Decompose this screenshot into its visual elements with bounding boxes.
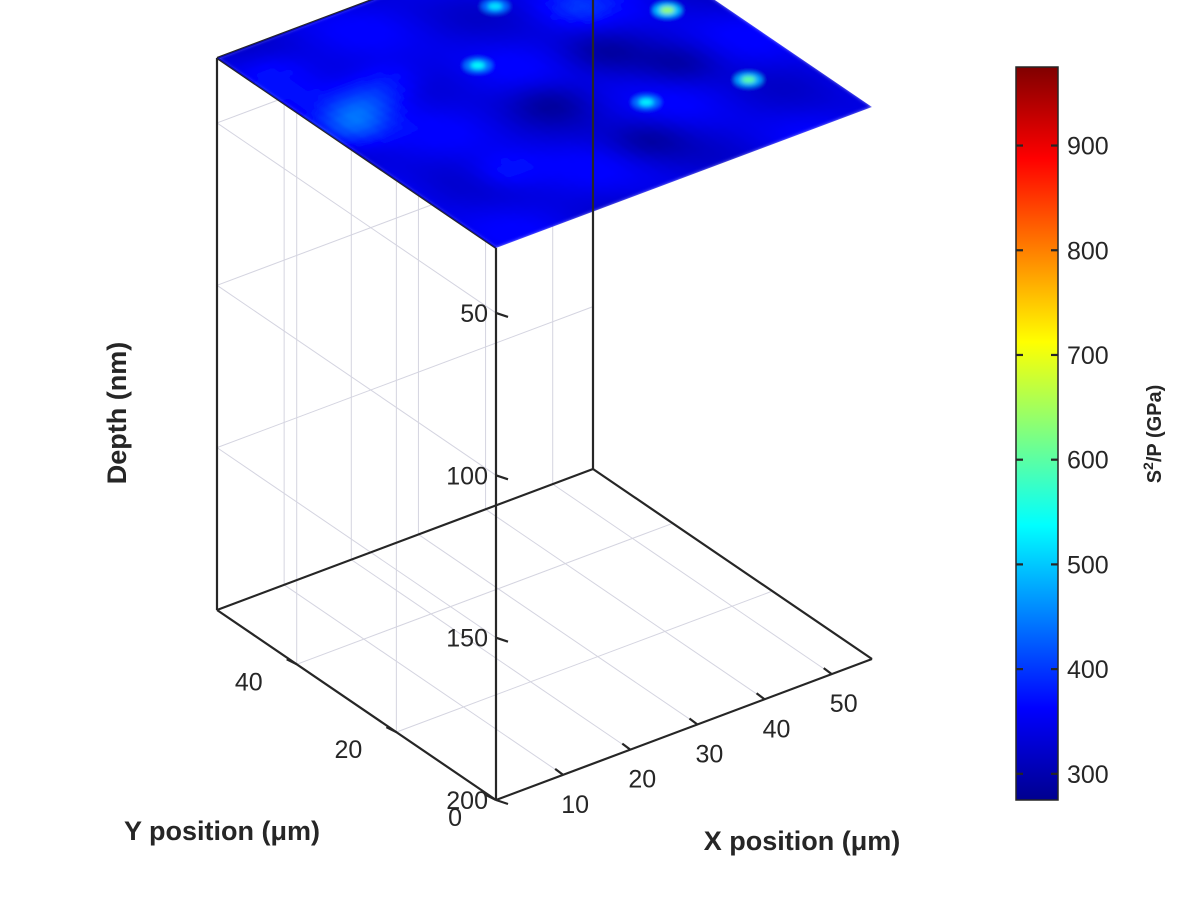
colorbar: 300 400 500 600 700 800 900 S2/P (GPa) [1015, 66, 1166, 801]
colorbar-label: S2/P (GPa) [1140, 385, 1166, 484]
axes-front-edges [494, 0, 873, 802]
box-edge-floor-left [216, 609, 497, 801]
surface-cell [364, 0, 387, 8]
z-tick-label: 100 [446, 462, 488, 490]
colorbar-tick-label: 700 [1067, 342, 1109, 370]
colorbar-tick-label: 500 [1067, 551, 1109, 579]
z-tick-mark [495, 474, 509, 481]
surface-cell [592, 0, 614, 4]
hotspot [660, 6, 675, 14]
x-tick-label: 20 [628, 766, 656, 794]
surface-cell [667, 0, 689, 5]
surface-cell [549, 0, 572, 5]
x-tick-mark [755, 692, 766, 701]
y-axis-label: Y position (μm) [124, 816, 320, 846]
z-tick-label: 50 [460, 300, 488, 328]
y-tick-mark [485, 794, 497, 801]
z-tick-label: 150 [446, 625, 488, 653]
grid-line-floor-x [552, 483, 832, 675]
colorbar-tick-label: 800 [1067, 237, 1109, 265]
hotspot [470, 61, 485, 69]
z-tick-mark [495, 798, 509, 806]
y-tick-label: 20 [335, 736, 363, 764]
z-tick-label: 200 [446, 787, 488, 815]
grid-line-backwall-z [216, 306, 594, 449]
surface-cell [449, 0, 471, 6]
x-tick-label: 30 [696, 740, 724, 768]
hotspot [488, 2, 503, 10]
surface-cell [533, 0, 555, 4]
surface-cell [566, 0, 588, 6]
surface-cell [416, 0, 438, 3]
x-tick-label: 50 [830, 690, 858, 718]
box-edge-floor-front-x [495, 657, 873, 802]
grid-line-floor-y [296, 522, 673, 665]
grid-line-sidewall-z [216, 284, 497, 476]
y-tick-mark [286, 658, 298, 666]
surface-cell [699, 0, 721, 8]
z-tick-mark [495, 311, 509, 318]
x-tick-mark [688, 717, 699, 726]
surface-cell [507, 0, 530, 6]
surface-cell [390, 0, 412, 6]
surface-cell [608, 0, 630, 5]
x-tick-label: 40 [763, 715, 791, 743]
depth-surface [217, 0, 872, 248]
grid-line-floor-y [396, 590, 773, 733]
grid-line-sidewall-z [216, 447, 497, 639]
box-edge-floor-right [216, 467, 594, 612]
axis-ticks: 50 100 150 200 10 20 30 40 50 0 20 40 [235, 300, 858, 832]
y-tick-label: 0 [448, 804, 462, 832]
colorbar-tick-label: 300 [1067, 761, 1109, 789]
x-axis-label: X position (μm) [704, 826, 901, 856]
surface-cell [407, 0, 429, 7]
colorbar-tick-label: 900 [1067, 133, 1109, 161]
box-edge-floor-front-y [592, 468, 873, 660]
colorbar-ticks: 300 400 500 600 700 800 900 [1016, 133, 1109, 789]
surface-cell [374, 0, 396, 5]
colorbar-tick-label: 600 [1067, 447, 1109, 475]
x-tick-mark [823, 667, 833, 675]
x-tick-mark [621, 742, 631, 751]
y-tick-label: 40 [235, 668, 263, 696]
surface-cell [650, 0, 672, 4]
y-tick-mark [385, 726, 397, 734]
surface-cell [683, 0, 705, 7]
x-tick-mark [554, 767, 564, 776]
colorbar-scale [1015, 66, 1059, 801]
z-tick-mark [495, 636, 509, 643]
grid-line-sidewall-z [216, 122, 497, 314]
surface-cell [641, 0, 663, 8]
grid-line-floor-x [351, 559, 631, 751]
surface-cell [423, 0, 445, 8]
surface-cell [432, 0, 455, 5]
hotspot [639, 98, 654, 106]
x-tick-label: 10 [561, 791, 589, 819]
z-axis-label: Depth (nm) [102, 342, 132, 484]
grid-line-floor-x [485, 508, 765, 700]
grid-line-floor-x [418, 534, 698, 725]
grid-line-floor-x [283, 584, 564, 776]
colorbar-tick-label: 400 [1067, 656, 1109, 684]
surface-cell [524, 0, 546, 7]
hotspot [741, 76, 756, 84]
surface-cell [624, 0, 647, 6]
